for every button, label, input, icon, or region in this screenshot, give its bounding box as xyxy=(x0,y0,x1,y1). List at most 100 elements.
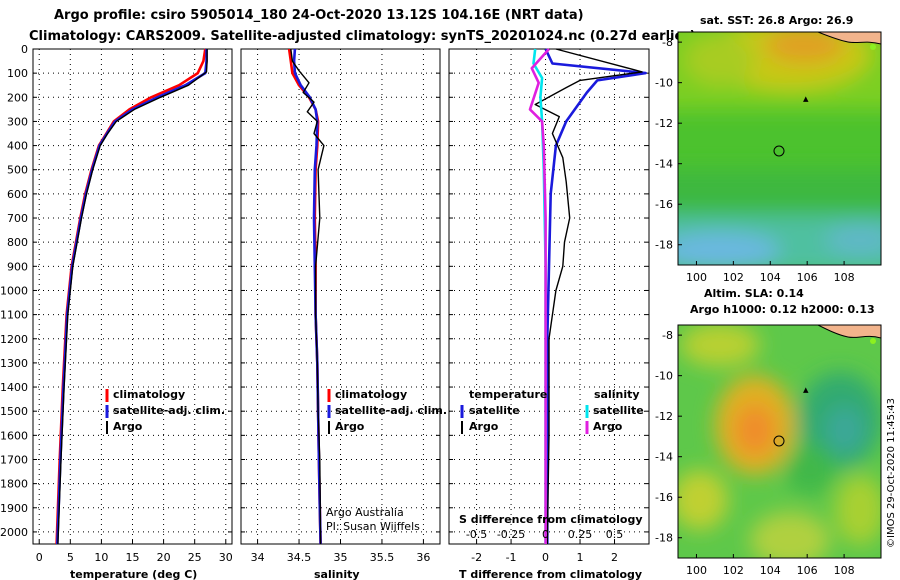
depth-tick-label: 1100 xyxy=(0,309,28,322)
s-difference-tick-labels: -0.5 -0.25 0 0.25 0.5 xyxy=(466,528,623,541)
depth-tick-label: 1400 xyxy=(0,381,28,394)
map-lon-label: 102 xyxy=(723,271,744,284)
legend-s-argo-label: Argo xyxy=(593,420,623,433)
sst-map-field xyxy=(678,32,881,265)
depth-tick-label: 700 xyxy=(7,212,28,225)
map-lat-label: -16 xyxy=(655,491,673,504)
depth-tick-labels: 0 100 200 300 400 500 600 700 800 900 1000 1100 1200… xyxy=(0,43,28,539)
salinity-plot-frame xyxy=(240,48,441,545)
map-lon-label: 106 xyxy=(797,271,818,284)
map-lat-label: -8 xyxy=(662,329,673,342)
x-tick-label: 10 xyxy=(94,551,108,564)
x-tick-label: 2 xyxy=(611,551,618,564)
salinity-panel: 34 34.5 35 35.5 36 salinity climatology sate… xyxy=(240,48,447,580)
sla-map-lat-labels: -8 -10 -12 -14 -16 -18 xyxy=(655,329,682,545)
t-difference-axis-label: T difference from climatology xyxy=(459,568,642,580)
s-difference-axis-label: S difference from climatology xyxy=(459,513,643,526)
legend-t-satellite-label: satellite xyxy=(469,404,520,417)
s-tick-label: 0 xyxy=(542,528,549,541)
sst-float-dot: ▴ xyxy=(803,92,809,105)
legend-argo-label: Argo xyxy=(113,420,143,433)
s-tick-label: -0.25 xyxy=(497,528,525,541)
sla-map-panel: Altim. SLA: 0.14 Argo h1000: 0.12 h2000:… xyxy=(655,287,882,577)
series-line-argo xyxy=(57,49,208,545)
x-tick-label: 34.5 xyxy=(287,551,312,564)
salinity-grid xyxy=(241,48,440,544)
sla-map-field xyxy=(678,325,881,558)
depth-tick-label: 0 xyxy=(21,43,28,56)
depth-tick-label: 1700 xyxy=(0,453,28,466)
map-lat-label: -16 xyxy=(655,198,673,211)
x-tick-label: 30 xyxy=(219,551,233,564)
x-tick-label: 36 xyxy=(416,551,430,564)
legend-salinity-title: salinity xyxy=(594,388,640,401)
x-tick-label: 34 xyxy=(251,551,265,564)
salinity-axis-label: salinity xyxy=(314,568,360,580)
x-tick-label: 0 xyxy=(542,551,549,564)
depth-tick-label: 200 xyxy=(7,91,28,104)
sst-map-lon-labels: 100 102 104 106 108 xyxy=(686,261,855,284)
s-tick-label: 0.25 xyxy=(568,528,593,541)
depth-tick-label: 2000 xyxy=(0,526,28,539)
depth-tick-label: 1900 xyxy=(0,502,28,515)
map-lat-label: -18 xyxy=(655,532,673,545)
sst-map-lat-labels: -8 -10 -12 -14 -16 -18 xyxy=(655,36,682,252)
map-lat-label: -10 xyxy=(655,77,673,90)
difference-lines xyxy=(528,48,647,545)
x-tick-label: 1 xyxy=(577,551,584,564)
series-line-t-argo xyxy=(534,48,643,545)
temperature-axis-label: temperature (deg C) xyxy=(70,568,197,580)
map-lat-label: -12 xyxy=(655,117,673,130)
legend-s-satellite-label: satellite xyxy=(593,404,644,417)
imos-credit: ©IMOS 29-Oct-2020 11:45:43 xyxy=(886,398,897,548)
sla-map-title-line-2: Argo h1000: 0.12 h2000: 0.13 xyxy=(690,303,875,316)
map-lon-label: 106 xyxy=(797,564,818,577)
sst-map-frame xyxy=(677,31,882,266)
depth-tick-label: 1800 xyxy=(0,478,28,491)
map-lat-label: -12 xyxy=(655,410,673,423)
salinity-tick-labels: 34 34.5 35 35.5 36 xyxy=(251,551,431,564)
depth-tick-label: 1300 xyxy=(0,357,28,370)
difference-panel: -0.5 -0.25 0 0.25 0.5 -2 -1 0 1 2 S difference f… xyxy=(448,48,650,580)
title-line-2: Climatology: CARS2009. Satellite-adjuste… xyxy=(29,29,696,44)
s-tick-label: 0.5 xyxy=(606,528,624,541)
legend-sat-adj-label: satellite-adj. clim. xyxy=(335,404,447,417)
x-tick-label: 25 xyxy=(188,551,202,564)
sla-map-frame xyxy=(677,324,882,559)
depth-tick-label: 100 xyxy=(7,67,28,80)
sla-map-lon-labels: 100 102 104 106 108 xyxy=(686,554,855,577)
legend-climatology-label: climatology xyxy=(335,388,407,401)
depth-tick-label: 1500 xyxy=(0,405,28,418)
series-line-s-argo xyxy=(528,48,550,544)
map-lat-label: -14 xyxy=(655,451,673,464)
map-lat-label: -14 xyxy=(655,158,673,171)
sst-float-marker xyxy=(773,145,785,157)
x-tick-label: -1 xyxy=(506,551,517,564)
salinity-legend: climatology satellite-adj. clim. Argo xyxy=(327,388,447,434)
x-tick-label: -2 xyxy=(471,551,482,564)
legend-sat-adj-label: satellite-adj. clim. xyxy=(113,404,225,417)
temperature-tick-labels: 0 5 10 15 20 25 30 xyxy=(36,551,233,564)
legend-t-argo-label: Argo xyxy=(469,420,499,433)
map-lon-label: 100 xyxy=(686,564,707,577)
sla-float-dot: ▴ xyxy=(803,383,809,396)
map-lon-label: 102 xyxy=(723,564,744,577)
depth-tick-label: 1600 xyxy=(0,429,28,442)
map-lat-label: -18 xyxy=(655,239,673,252)
temperature-legend: climatology satellite-adj. clim. Argo xyxy=(105,388,225,434)
depth-tick-label: 900 xyxy=(7,260,28,273)
temperature-grid xyxy=(33,48,232,544)
map-lon-label: 104 xyxy=(760,271,781,284)
series-line-argo xyxy=(290,48,325,545)
s-tick-label: -0.5 xyxy=(466,528,487,541)
map-lon-label: 100 xyxy=(686,271,707,284)
depth-tick-label: 400 xyxy=(7,140,28,153)
x-tick-label: 35 xyxy=(334,551,348,564)
temperature-lines xyxy=(55,48,208,545)
sst-map-panel: sat. SST: 26.8 Argo: 26.9 ▴ 100 102 104 106… xyxy=(655,14,882,284)
map-lat-label: -8 xyxy=(662,36,673,49)
sla-float-marker xyxy=(773,435,785,447)
title-line-1: Argo profile: csiro 5905014_180 24-Oct-2… xyxy=(54,8,584,23)
legend-temperature-title: temperature xyxy=(469,388,547,401)
